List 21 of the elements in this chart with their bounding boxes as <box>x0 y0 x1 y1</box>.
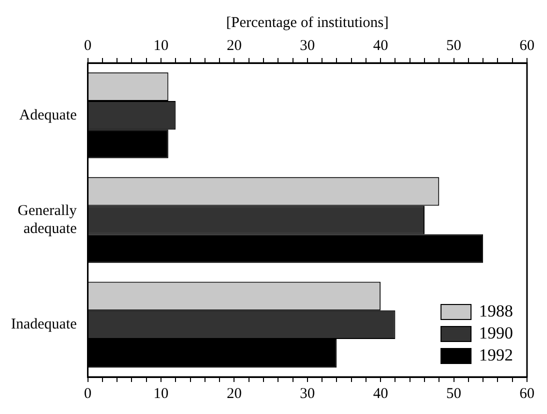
legend-label: 1992 <box>479 345 513 364</box>
legend-label: 1988 <box>479 301 513 320</box>
x-tick-label: 50 <box>446 38 462 54</box>
x2-axis-title: [Percentage of institutions] <box>226 14 389 31</box>
x2-tick-label: 10 <box>153 386 168 402</box>
x-tick-label: 40 <box>373 38 388 54</box>
x2-tick-label: 50 <box>446 386 462 402</box>
legend-label: 1990 <box>479 323 513 342</box>
x-tick-label: 30 <box>300 38 315 54</box>
x-tick-label: 20 <box>226 38 242 54</box>
x2-tick-label: 60 <box>520 386 534 402</box>
x-tick-label: 0 <box>84 38 92 54</box>
y-tick-label: Inadequate <box>10 316 78 333</box>
x2-tick-label: 0 <box>84 386 92 402</box>
x2-tick-label: 20 <box>226 386 242 402</box>
y-tick-label: Adequate <box>19 107 78 124</box>
x-tick-label: 60 <box>520 38 534 54</box>
y-tick-label: Generally adequate <box>18 202 78 237</box>
x-tick-label: 10 <box>153 38 168 54</box>
x2-tick-label: 30 <box>300 386 315 402</box>
x2-tick-label: 40 <box>373 386 388 402</box>
